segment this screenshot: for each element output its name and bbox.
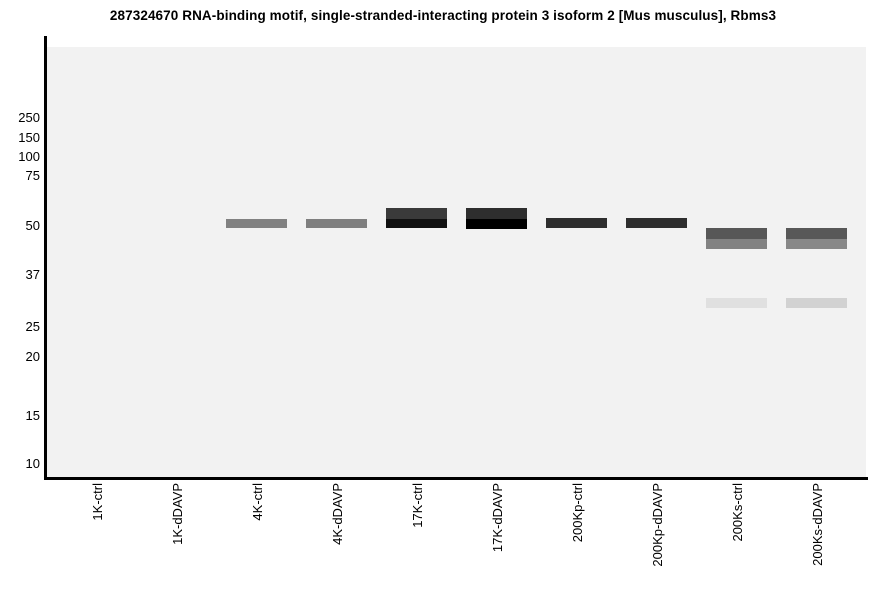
y-axis-tick-label: 15 <box>25 408 40 423</box>
lane-label: 4K-ctrl <box>250 483 265 521</box>
gel-band <box>466 208 527 219</box>
lane-label: 200Ks-ctrl <box>730 483 745 542</box>
lane-label: 200Kp-dDAVP <box>650 483 665 567</box>
gel-band <box>706 228 767 239</box>
plot-area <box>46 47 866 477</box>
gel-band <box>786 239 847 249</box>
gel-band <box>306 219 367 228</box>
gel-band <box>546 218 607 228</box>
gel-band <box>706 239 767 249</box>
y-axis-tick-label: 50 <box>25 218 40 233</box>
gel-band <box>226 219 287 228</box>
lane-label: 1K-ctrl <box>90 483 105 521</box>
lane-label: 4K-dDAVP <box>330 483 345 545</box>
gel-band <box>466 219 527 229</box>
lane-label: 200Kp-ctrl <box>570 483 585 543</box>
gel-band <box>786 298 847 308</box>
y-axis-tick-label: 10 <box>25 456 40 471</box>
y-axis-line <box>44 36 47 480</box>
y-axis-tick-label: 100 <box>18 149 40 164</box>
gel-band <box>626 218 687 228</box>
lane-label: 200Ks-dDAVP <box>810 483 825 566</box>
lane-label: 1K-dDAVP <box>170 483 185 545</box>
y-axis-tick-label: 250 <box>18 110 40 125</box>
y-axis-tick-label: 150 <box>18 130 40 145</box>
y-axis-tick-label: 25 <box>25 319 40 334</box>
gel-band <box>786 228 847 239</box>
y-axis-tick-label: 37 <box>25 267 40 282</box>
y-axis-tick-label: 20 <box>25 349 40 364</box>
gel-band <box>386 208 447 219</box>
chart-title: 287324670 RNA-binding motif, single-stra… <box>109 8 777 23</box>
lane-label: 17K-dDAVP <box>490 483 505 553</box>
gel-band <box>386 219 447 228</box>
gel-band <box>706 298 767 308</box>
lane-label: 17K-ctrl <box>410 483 425 528</box>
x-axis-line <box>44 477 868 480</box>
y-axis-tick-label: 75 <box>25 168 40 183</box>
